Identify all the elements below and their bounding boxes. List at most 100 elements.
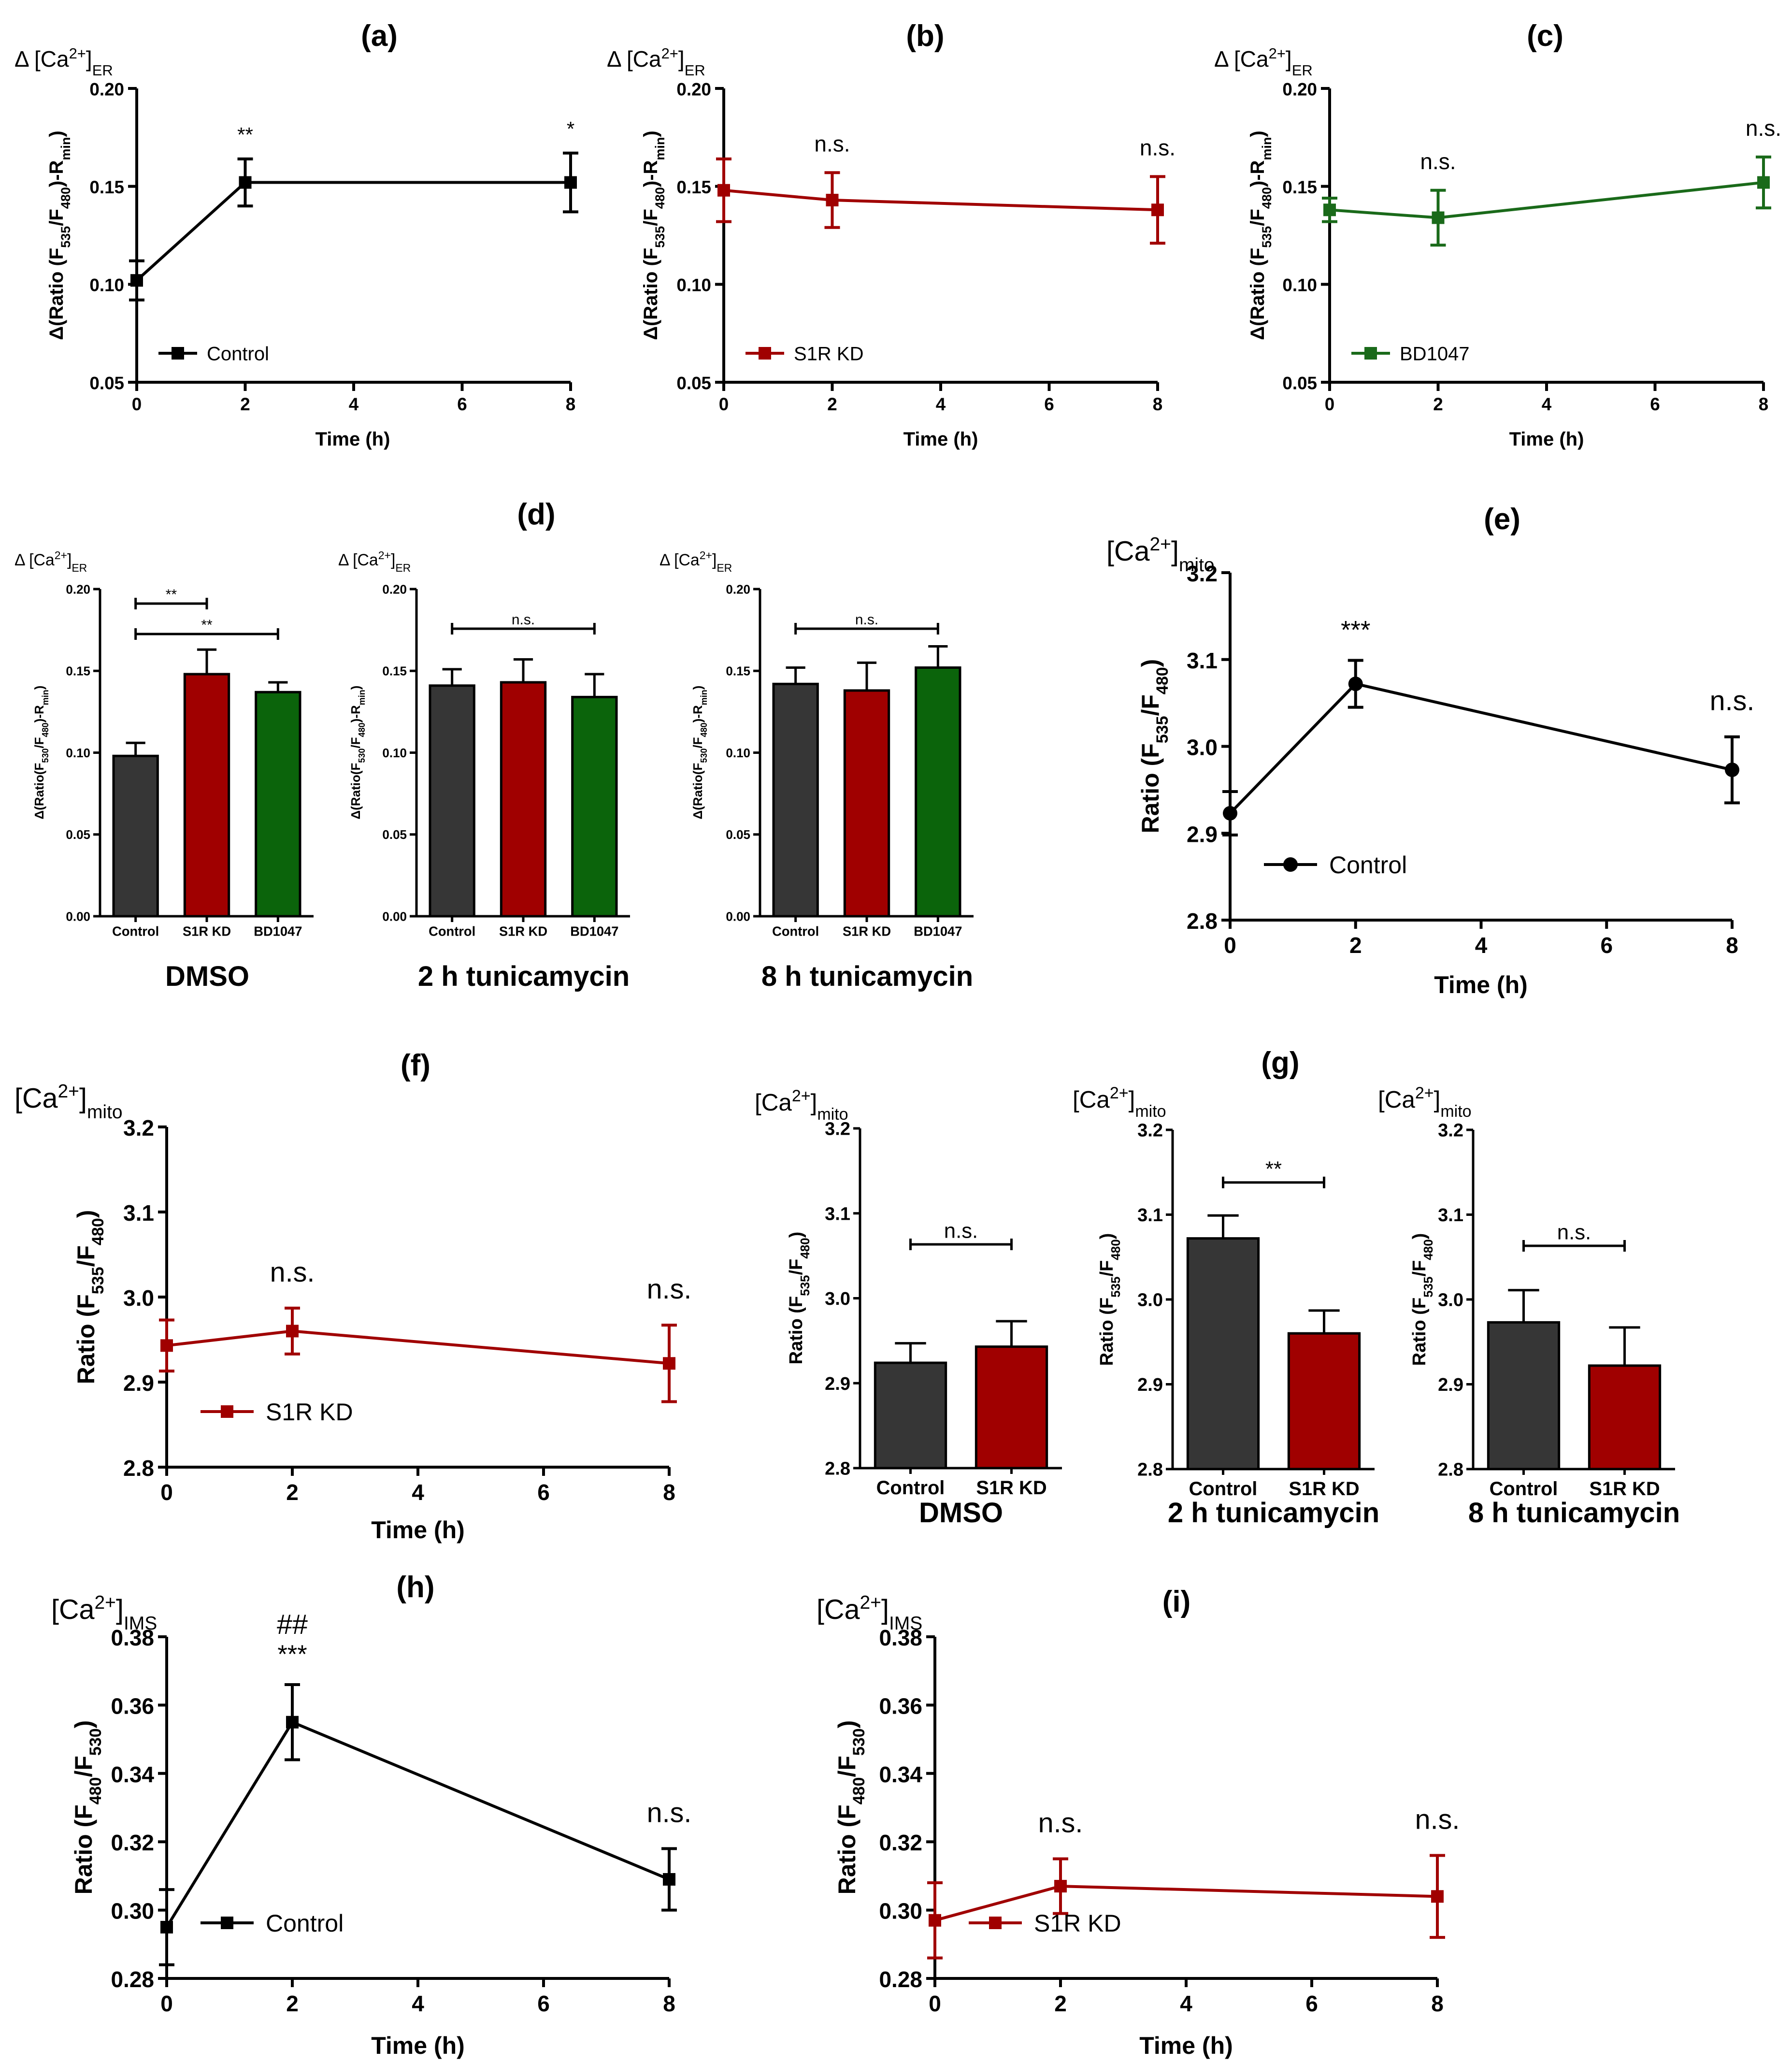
y-tick-label: 0.10 xyxy=(89,275,124,295)
y-tick-label: 2.8 xyxy=(1438,1460,1463,1480)
data-point xyxy=(564,176,577,189)
x-tick-label: 2 xyxy=(1433,394,1443,414)
x-tick-label: 0 xyxy=(1325,394,1334,414)
series-line xyxy=(1329,181,1764,219)
x-tick-label: 4 xyxy=(1180,1991,1192,2016)
quantity-label: Δ [Ca2+]ER xyxy=(14,45,113,79)
bar xyxy=(1186,1237,1260,1471)
y-tick-label: 0.15 xyxy=(89,177,124,197)
x-tick-label: 6 xyxy=(537,1991,550,2016)
quantity-label: [Ca2+]IMS xyxy=(817,1592,922,1634)
y-tick-label: 3.2 xyxy=(1187,561,1218,586)
data-point xyxy=(717,184,730,197)
significance-label: n.s. xyxy=(814,131,850,156)
bar xyxy=(874,1361,947,1470)
quantity-label: Δ [Ca2+]ER xyxy=(338,549,411,574)
y-tick-label: 2.9 xyxy=(123,1371,154,1396)
y-tick-label: 0.15 xyxy=(676,177,711,197)
y-axis-label: Δ(Ratio(F530/F480)-Rmin) xyxy=(348,686,367,820)
y-tick-label: 3.2 xyxy=(825,1119,850,1140)
significance-label: n.s. xyxy=(944,1219,978,1243)
y-tick-label: 0.34 xyxy=(879,1762,922,1787)
significance-label: ** xyxy=(201,617,213,633)
y-tick-label: 0.00 xyxy=(726,909,750,923)
category-label: BD1047 xyxy=(570,924,618,939)
quantity-label: [Ca2+]mito xyxy=(1073,1084,1166,1121)
data-point xyxy=(160,1339,173,1352)
panel-label: (h) xyxy=(396,1571,434,1604)
y-tick-label: 3.0 xyxy=(1187,735,1218,760)
legend-marker xyxy=(221,1917,233,1929)
x-tick-label: 6 xyxy=(1044,394,1054,414)
y-tick-label: 3.1 xyxy=(1187,648,1218,673)
significance-label: n.s. xyxy=(1746,115,1781,141)
y-tick-label: 0.20 xyxy=(676,79,711,99)
group-label: 2 h tunicamycin xyxy=(1168,1497,1379,1529)
y-tick-label: 0.00 xyxy=(382,909,407,923)
y-axis-label: Ratio (F535/F480) xyxy=(72,1210,107,1385)
y-tick-label: 0.38 xyxy=(111,1625,154,1650)
bar xyxy=(1287,1332,1361,1471)
data-point xyxy=(1054,1880,1067,1893)
x-axis-label: Time (h) xyxy=(1434,971,1528,998)
y-tick-label: 3.2 xyxy=(123,1115,154,1140)
series-line xyxy=(165,1720,670,1928)
x-tick-label: 2 xyxy=(827,394,837,414)
panel-label: (e) xyxy=(1484,503,1520,536)
y-axis-label: Δ(Ratio (F535/F480)-Rmin) xyxy=(46,130,73,340)
y-tick-label: 0.00 xyxy=(66,909,90,923)
significance-label: n.s. xyxy=(1140,135,1176,160)
significance-label: *** xyxy=(1341,616,1370,645)
category-label: Control xyxy=(1189,1478,1258,1500)
bar xyxy=(1487,1321,1561,1471)
panel-label: (b) xyxy=(906,19,944,53)
panel-label: (c) xyxy=(1527,19,1563,53)
x-tick-label: 0 xyxy=(160,1480,173,1505)
y-tick-label: 2.8 xyxy=(1187,909,1218,934)
y-tick-label: 0.36 xyxy=(879,1693,922,1718)
chart-g2: 2.8 2.9 3.0 3.1 3.2 Control S1R KD ** Ratio (F53… xyxy=(1073,1046,1379,1529)
y-tick-label: 0.15 xyxy=(66,664,90,678)
x-tick-label: 8 xyxy=(663,1480,675,1505)
bar xyxy=(429,684,475,918)
x-tick-label: 2 xyxy=(1349,933,1362,958)
y-tick-label: 0.15 xyxy=(382,664,407,678)
y-tick-label: 0.20 xyxy=(66,582,90,596)
quantity-label: Δ [Ca2+]ER xyxy=(1214,45,1313,79)
y-axis-label: Δ(Ratio (F535/F480)-Rmin) xyxy=(640,130,667,340)
y-tick-label: 0.10 xyxy=(676,275,711,295)
x-tick-label: 8 xyxy=(1759,394,1768,414)
data-point xyxy=(1348,677,1363,692)
x-tick-label: 4 xyxy=(412,1991,424,2016)
legend-marker xyxy=(989,1917,1002,1929)
chart-b: 0.05 0.10 0.15 0.20 0 2 4 6 8 Time (h) Δ(Ratio (F5… xyxy=(607,19,1176,450)
panel-label: (g) xyxy=(1261,1046,1299,1080)
y-tick-label: 3.1 xyxy=(825,1204,850,1224)
category-label: Control xyxy=(772,924,819,939)
y-tick-label: 2.9 xyxy=(1438,1375,1463,1395)
group-label: 8 h tunicamycin xyxy=(761,961,973,992)
data-point xyxy=(286,1716,299,1729)
y-axis-label: Ratio (F535/F480) xyxy=(1097,1233,1123,1366)
group-label: DMSO xyxy=(165,961,249,992)
significance-label: n.s. xyxy=(855,612,878,628)
chart-i: 0.28 0.30 0.32 0.34 0.36 0.38 0 2 4 6 8 Time (h) Rat… xyxy=(817,1585,1460,2059)
category-label: BD1047 xyxy=(914,924,962,939)
chart-g1: 2.8 2.9 3.0 3.1 3.2 Control S1R KD n.s. Ratio (F… xyxy=(755,1087,1062,1529)
bar xyxy=(500,681,547,918)
panel-label: (i) xyxy=(1162,1585,1191,1618)
y-tick-label: 0.28 xyxy=(879,1967,922,1992)
bar xyxy=(1588,1364,1662,1471)
category-label: Control xyxy=(112,924,159,939)
category-label: Control xyxy=(1490,1478,1558,1500)
series-line xyxy=(1229,682,1733,814)
significance-label: n.s. xyxy=(1710,686,1755,717)
significance-label: ** xyxy=(166,587,177,603)
chart-d3: 0.00 0.05 0.10 0.15 0.20 Control S1R KD BD1047 n… xyxy=(659,549,974,992)
y-tick-label: 0.20 xyxy=(89,79,124,99)
significance-label: *** xyxy=(277,1640,307,1669)
category-label: Control xyxy=(876,1477,945,1499)
significance-label: n.s. xyxy=(1557,1221,1591,1244)
y-tick-label: 3.1 xyxy=(1137,1205,1163,1226)
